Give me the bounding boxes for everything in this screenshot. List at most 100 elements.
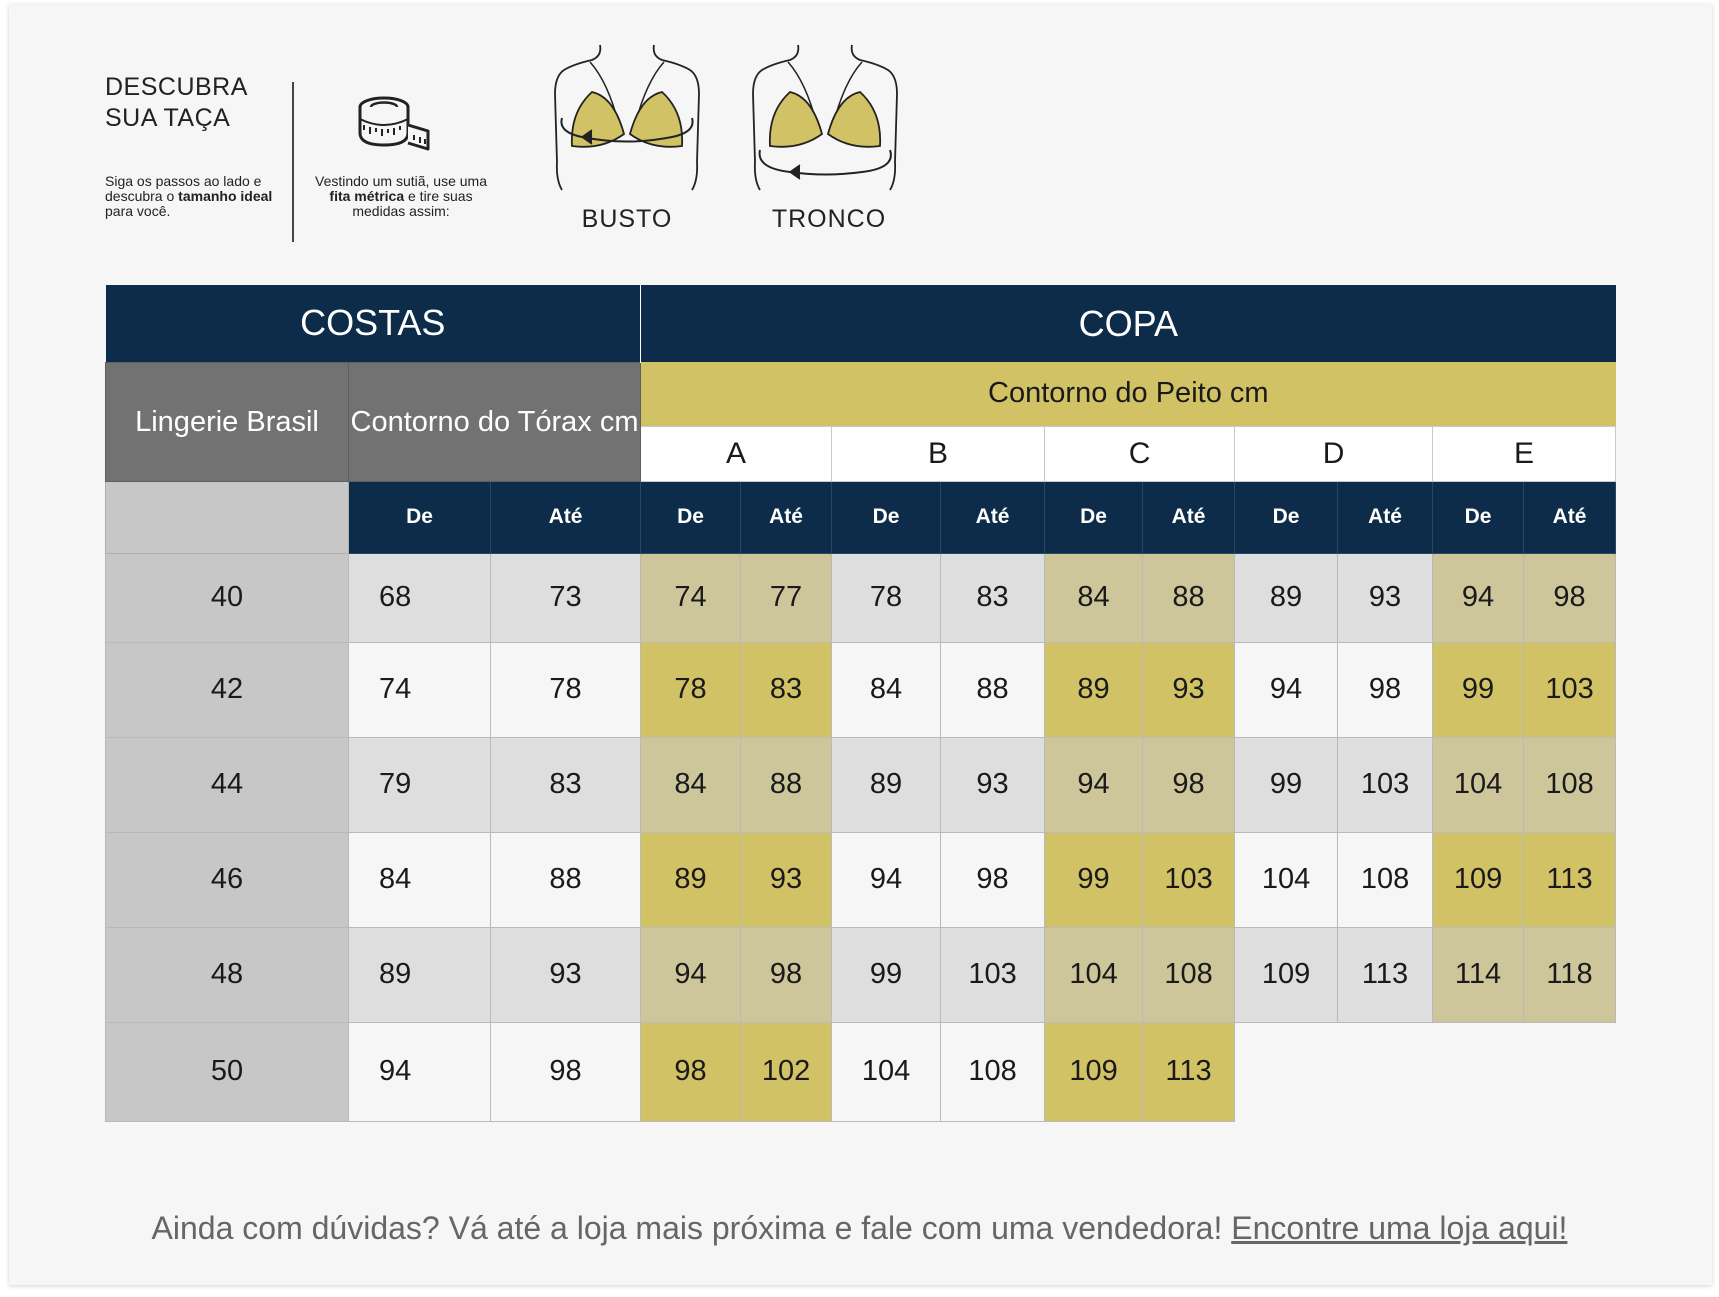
torax-de-cell: 94 (348, 1021, 491, 1122)
cup-d-de-cell: 89 (1234, 552, 1339, 643)
cup-d-de-cell: 94 (1234, 641, 1339, 738)
guide-title-line2: SUA TAÇA (105, 104, 231, 132)
size-cell: 48 (105, 926, 349, 1023)
costas-header: COSTAS (105, 285, 641, 362)
cup-header-e: E (1432, 425, 1617, 482)
cup-b-de-cell: 94 (831, 831, 942, 928)
subheader-ate: Até (1337, 480, 1434, 554)
cup-e-de-cell: 104 (1432, 736, 1525, 833)
cup-a-de-cell: 84 (640, 736, 742, 833)
size-cell: 50 (105, 1021, 349, 1122)
cup-b-de-cell: 104 (831, 1021, 942, 1122)
subheader-ate: Até (740, 480, 833, 554)
cup-header-c: C (1044, 425, 1236, 482)
cup-d-ate-cell: 93 (1337, 552, 1434, 643)
cup-b-de-cell: 78 (831, 552, 942, 643)
size-table: COSTAS COPA Lingerie Brasil Contorno do … (105, 285, 1617, 1122)
table-row: 44 79 83 84 88 89 93 94 98 99 103 104 10… (105, 736, 1617, 833)
table-row: 46 84 88 89 93 94 98 99 103 104 108 109 … (105, 831, 1617, 928)
cup-d-de-cell: 99 (1234, 736, 1339, 833)
empty-cell (1234, 1022, 1338, 1121)
subheader-de: De (831, 480, 942, 554)
cup-a-de-cell: 74 (640, 552, 742, 643)
cup-header-a: A (640, 425, 833, 482)
cup-c-de-cell: 109 (1044, 1021, 1144, 1122)
measuring-tape-icon (358, 96, 430, 151)
busto-label: BUSTO (581, 205, 673, 233)
cup-header-b: B (831, 425, 1046, 482)
guide-intro-post: para você. (105, 203, 171, 219)
torax-de-cell: 84 (348, 831, 491, 928)
cup-c-de-cell: 89 (1044, 641, 1144, 738)
size-cell: 42 (105, 641, 349, 738)
cup-b-ate-cell: 88 (940, 641, 1046, 738)
cup-d-de-cell: 109 (1234, 926, 1339, 1023)
guide-step-pre: Vestindo um sutiã, use uma (315, 173, 487, 189)
subheader-de: De (348, 480, 491, 554)
cup-a-de-cell: 94 (640, 926, 742, 1023)
torax-ate-cell: 98 (489, 1021, 642, 1122)
cup-a-ate-cell: 93 (740, 831, 833, 928)
cup-b-ate-cell: 83 (940, 552, 1046, 643)
footer-text: Ainda com dúvidas? Vá até a loja mais pr… (151, 1210, 1232, 1246)
subheader-ate: Até (1142, 480, 1236, 554)
table-row: 48 89 93 94 98 99 103 104 108 109 113 11… (105, 926, 1617, 1023)
torax-de-cell: 89 (348, 926, 491, 1023)
contorno-peito-header: Contorno do Peito cm (640, 362, 1616, 426)
cup-a-de-cell: 89 (640, 831, 742, 928)
cup-e-de-cell: 99 (1432, 641, 1525, 738)
cup-c-ate-cell: 113 (1142, 1021, 1236, 1122)
subheader-ate: Até (940, 480, 1046, 554)
guide-step-text: Vestindo um sutiã, use uma fita métrica … (312, 174, 490, 219)
find-store-link[interactable]: Encontre uma loja aqui! (1231, 1210, 1568, 1246)
footer-note: Ainda com dúvidas? Vá até a loja mais pr… (0, 1210, 1719, 1247)
cup-d-de-cell: 104 (1234, 831, 1339, 928)
copa-header: COPA (640, 285, 1616, 362)
subheader-ate: Até (1523, 480, 1617, 554)
guide-step-bold: fita métrica (329, 188, 405, 204)
guide-intro-pre: Siga os passos ao lado e descubra o (105, 173, 262, 204)
table-row: 42 74 78 78 83 84 88 89 93 94 98 99 103 (105, 641, 1617, 738)
cup-b-de-cell: 89 (831, 736, 942, 833)
empty-cell (1432, 1022, 1524, 1121)
guide-intro: Siga os passos ao lado e descubra o tama… (105, 174, 290, 219)
cup-b-ate-cell: 93 (940, 736, 1046, 833)
busto-measure-illustration (554, 44, 700, 191)
cup-e-ate-cell: 108 (1523, 736, 1617, 833)
contorno-torax-header: Contorno do Tórax cm (347, 361, 642, 482)
cup-c-ate-cell: 88 (1142, 552, 1236, 643)
cup-d-ate-cell: 103 (1337, 736, 1434, 833)
cup-a-ate-cell: 88 (740, 736, 833, 833)
torax-ate-cell: 93 (489, 926, 642, 1023)
cup-e-ate-cell: 98 (1523, 552, 1617, 643)
cup-a-ate-cell: 102 (740, 1021, 833, 1122)
cup-c-de-cell: 84 (1044, 552, 1144, 643)
cup-d-ate-cell: 108 (1337, 831, 1434, 928)
cup-d-ate-cell: 98 (1337, 641, 1434, 738)
cup-e-de-cell: 94 (1432, 552, 1525, 643)
size-cell: 40 (105, 552, 349, 643)
subheader-de: De (640, 480, 742, 554)
cup-a-de-cell: 78 (640, 641, 742, 738)
subheader-de: De (1234, 480, 1339, 554)
tronco-label: TRONCO (771, 205, 887, 233)
torax-de-cell: 74 (348, 641, 491, 738)
cup-c-de-cell: 99 (1044, 831, 1144, 928)
torax-ate-cell: 78 (489, 641, 642, 738)
header-divider (292, 82, 294, 242)
torax-de-cell: 68 (348, 552, 491, 643)
empty-cell (1523, 1022, 1616, 1121)
cup-e-ate-cell: 118 (1523, 926, 1617, 1023)
cup-header-d: D (1234, 425, 1434, 482)
cup-b-ate-cell: 108 (940, 1021, 1046, 1122)
cup-b-de-cell: 99 (831, 926, 942, 1023)
torax-de-cell: 79 (348, 736, 491, 833)
cup-a-ate-cell: 83 (740, 641, 833, 738)
tronco-measure-illustration (752, 44, 898, 191)
cup-e-de-cell: 114 (1432, 926, 1525, 1023)
cup-c-ate-cell: 108 (1142, 926, 1236, 1023)
guide-title-line1: DESCUBRA (105, 73, 248, 101)
size-cell: 46 (105, 831, 349, 928)
cup-c-ate-cell: 93 (1142, 641, 1236, 738)
torax-ate-cell: 83 (489, 736, 642, 833)
